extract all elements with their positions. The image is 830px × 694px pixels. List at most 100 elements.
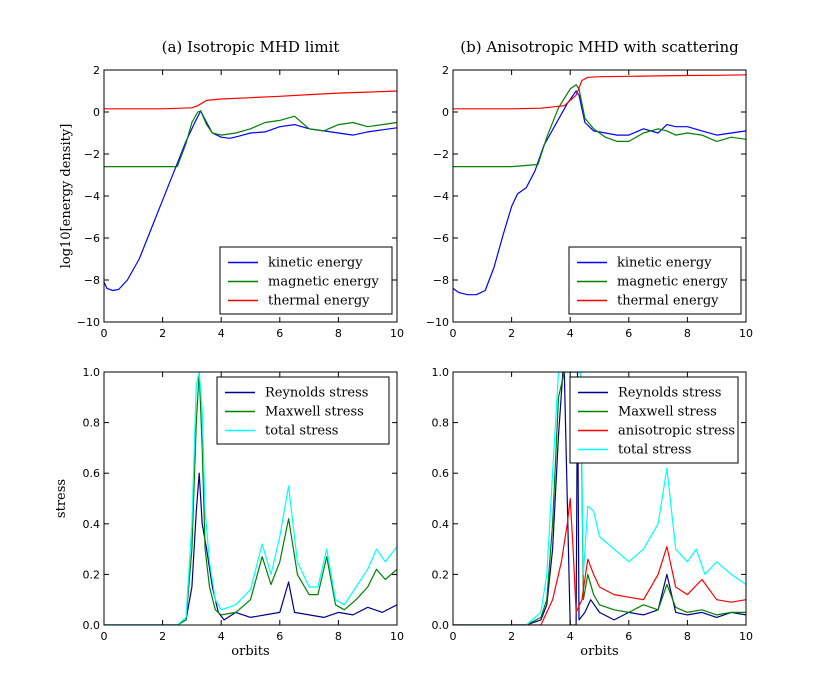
y-tick-label: 2 bbox=[442, 64, 449, 77]
y-tick-label: 1.0 bbox=[83, 366, 101, 379]
series-line-reynolds-stress bbox=[104, 472, 397, 625]
panel-stress-isotropic: 0 2 4 6 8 10 0.0 0.2 0.4 0.6 0.8 1.0 orbits stress Rey… bbox=[54, 366, 404, 659]
y-tick-label: 0.4 bbox=[83, 518, 101, 531]
series-group bbox=[104, 372, 397, 625]
legend-label-maxwell-stress: Maxwell stress bbox=[265, 405, 364, 420]
y-tick-label: −10 bbox=[77, 316, 100, 329]
panel-stress-anisotropic: 0 2 4 6 8 10 0.0 0.2 0.4 0.6 0.8 1.0 orbits Reynolds … bbox=[432, 366, 754, 659]
x-tick-label: 6 bbox=[625, 630, 632, 643]
series-line-anisotropic-stress bbox=[453, 497, 746, 625]
legend-label-kinetic-energy: kinetic energy bbox=[617, 256, 712, 271]
y-axis-label: stress bbox=[54, 479, 69, 518]
legend-box bbox=[216, 376, 390, 445]
panel-title: (a) Isotropic MHD limit bbox=[162, 38, 340, 56]
y-tick-label: 0.8 bbox=[83, 417, 101, 430]
series-line-total-stress bbox=[104, 372, 397, 625]
x-tick-label: 2 bbox=[508, 630, 515, 643]
y-tick-label: −6 bbox=[84, 232, 100, 245]
series-line-magnetic-energy bbox=[453, 84, 746, 168]
legend: Reynolds stress Maxwell stress anisotropic… bbox=[569, 376, 739, 464]
x-tick-label: 8 bbox=[684, 327, 691, 340]
y-tick-label: −8 bbox=[433, 274, 449, 287]
legend-label-total-stress: total stress bbox=[618, 443, 691, 458]
series-group bbox=[104, 90, 397, 292]
legend-box bbox=[568, 246, 742, 315]
series-line-thermal-energy bbox=[453, 74, 746, 110]
x-tick-label: 2 bbox=[159, 630, 166, 643]
x-tick-label: 8 bbox=[335, 327, 342, 340]
x-tick-label: 2 bbox=[159, 327, 166, 340]
legend-box bbox=[569, 376, 739, 464]
y-tick-label: 0.6 bbox=[432, 467, 450, 480]
series-line-magnetic-energy bbox=[104, 110, 397, 168]
legend-label-reynolds-stress: Reynolds stress bbox=[618, 386, 721, 401]
legend-label-reynolds-stress: Reynolds stress bbox=[265, 386, 368, 401]
y-tick-label: −2 bbox=[433, 148, 449, 161]
series-line-total-stress bbox=[453, 372, 746, 625]
y-tick-label: 0.2 bbox=[432, 568, 450, 581]
legend-label-maxwell-stress: Maxwell stress bbox=[618, 405, 717, 420]
y-tick-label: −8 bbox=[84, 274, 100, 287]
x-tick-label: 10 bbox=[390, 630, 404, 643]
legend: Reynolds stress Maxwell stress total stres… bbox=[216, 376, 390, 445]
panel-energy-anisotropic: 0 2 4 6 8 10 −10 −8 −6 −4 −2 0 2 (b) Anisotropic MHD … bbox=[426, 38, 753, 340]
series-line-kinetic-energy bbox=[104, 110, 397, 292]
x-tick-label: 6 bbox=[276, 630, 283, 643]
y-tick-label: 1.0 bbox=[432, 366, 450, 379]
panel-title: (b) Anisotropic MHD with scattering bbox=[460, 38, 739, 56]
x-tick-label: 0 bbox=[101, 630, 108, 643]
legend-label-anisotropic-stress: anisotropic stress bbox=[618, 424, 735, 439]
y-tick-label: 0 bbox=[93, 106, 100, 119]
x-axis-label: orbits bbox=[580, 644, 618, 659]
x-tick-label: 4 bbox=[567, 327, 574, 340]
legend: kinetic energy magnetic energy thermal ene… bbox=[568, 246, 742, 315]
x-tick-label: 0 bbox=[450, 327, 457, 340]
x-tick-label: 4 bbox=[567, 630, 574, 643]
y-tick-label: 0.6 bbox=[83, 467, 101, 480]
plot-frame bbox=[103, 371, 398, 626]
y-tick-label: −4 bbox=[84, 190, 100, 203]
x-tick-label: 0 bbox=[450, 630, 457, 643]
plot-frame bbox=[452, 371, 747, 626]
legend-label-thermal-energy: thermal energy bbox=[268, 294, 370, 309]
y-tick-label: −2 bbox=[84, 148, 100, 161]
legend-label-kinetic-energy: kinetic energy bbox=[268, 256, 363, 271]
x-tick-label: 10 bbox=[739, 630, 753, 643]
legend-label-thermal-energy: thermal energy bbox=[617, 294, 719, 309]
y-tick-label: 0.8 bbox=[432, 417, 450, 430]
x-tick-label: 4 bbox=[218, 630, 225, 643]
legend-label-magnetic-energy: magnetic energy bbox=[268, 275, 380, 290]
x-tick-label: 6 bbox=[276, 327, 283, 340]
y-tick-label: −10 bbox=[426, 316, 449, 329]
x-tick-label: 2 bbox=[508, 327, 515, 340]
x-tick-label: 8 bbox=[684, 630, 691, 643]
y-tick-label: −6 bbox=[433, 232, 449, 245]
x-tick-label: 8 bbox=[335, 630, 342, 643]
x-axis-label: orbits bbox=[231, 644, 269, 659]
y-tick-label: 0.4 bbox=[432, 518, 450, 531]
y-tick-label: −4 bbox=[433, 190, 449, 203]
x-tick-label: 10 bbox=[739, 327, 753, 340]
y-tick-label: 0.2 bbox=[83, 568, 101, 581]
series-line-thermal-energy bbox=[104, 90, 397, 110]
legend-label-magnetic-energy: magnetic energy bbox=[617, 275, 729, 290]
y-tick-label: 0.0 bbox=[83, 619, 101, 632]
x-tick-label: 4 bbox=[218, 327, 225, 340]
legend: kinetic energy magnetic energy thermal ene… bbox=[219, 246, 393, 315]
x-tick-label: 0 bbox=[101, 327, 108, 340]
series-line-reynolds-stress bbox=[453, 372, 746, 625]
series-group bbox=[453, 372, 746, 625]
series-line-maxwell-stress bbox=[453, 372, 746, 625]
y-tick-label: 0.0 bbox=[432, 619, 450, 632]
x-tick-label: 6 bbox=[625, 327, 632, 340]
series-line-maxwell-stress bbox=[104, 372, 397, 625]
series-group bbox=[453, 74, 746, 296]
x-tick-label: 10 bbox=[390, 327, 404, 340]
y-tick-label: 0 bbox=[442, 106, 449, 119]
legend-box bbox=[219, 246, 393, 315]
legend-label-total-stress: total stress bbox=[265, 424, 338, 439]
y-tick-label: 2 bbox=[93, 64, 100, 77]
panel-energy-isotropic: 0 2 4 6 8 10 −10 −8 −6 −4 −2 0 2 (a) Isotropic MHD li… bbox=[59, 38, 404, 340]
y-axis-label: log10[energy density] bbox=[59, 124, 74, 269]
